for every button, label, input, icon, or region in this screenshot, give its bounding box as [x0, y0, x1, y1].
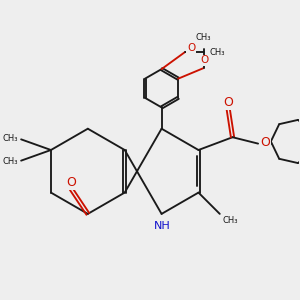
Text: CH₃: CH₃	[223, 216, 238, 225]
Text: CH₃: CH₃	[3, 134, 18, 143]
Text: O: O	[260, 136, 270, 149]
Text: CH₃: CH₃	[196, 33, 212, 42]
Text: O: O	[223, 96, 233, 109]
Text: O: O	[200, 56, 209, 65]
Text: NH: NH	[154, 221, 171, 231]
Text: CH₃: CH₃	[3, 157, 18, 166]
Text: O: O	[187, 43, 196, 53]
Text: CH₃: CH₃	[209, 48, 225, 57]
Text: O: O	[66, 176, 76, 189]
